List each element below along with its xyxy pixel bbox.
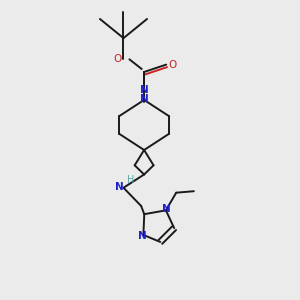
Text: N: N: [140, 94, 148, 104]
Text: O: O: [168, 60, 176, 70]
Text: O: O: [113, 54, 121, 64]
Text: N: N: [115, 182, 124, 192]
Text: N: N: [140, 85, 148, 94]
Text: N: N: [162, 204, 171, 214]
Text: H: H: [127, 175, 134, 184]
Text: N: N: [137, 231, 146, 242]
